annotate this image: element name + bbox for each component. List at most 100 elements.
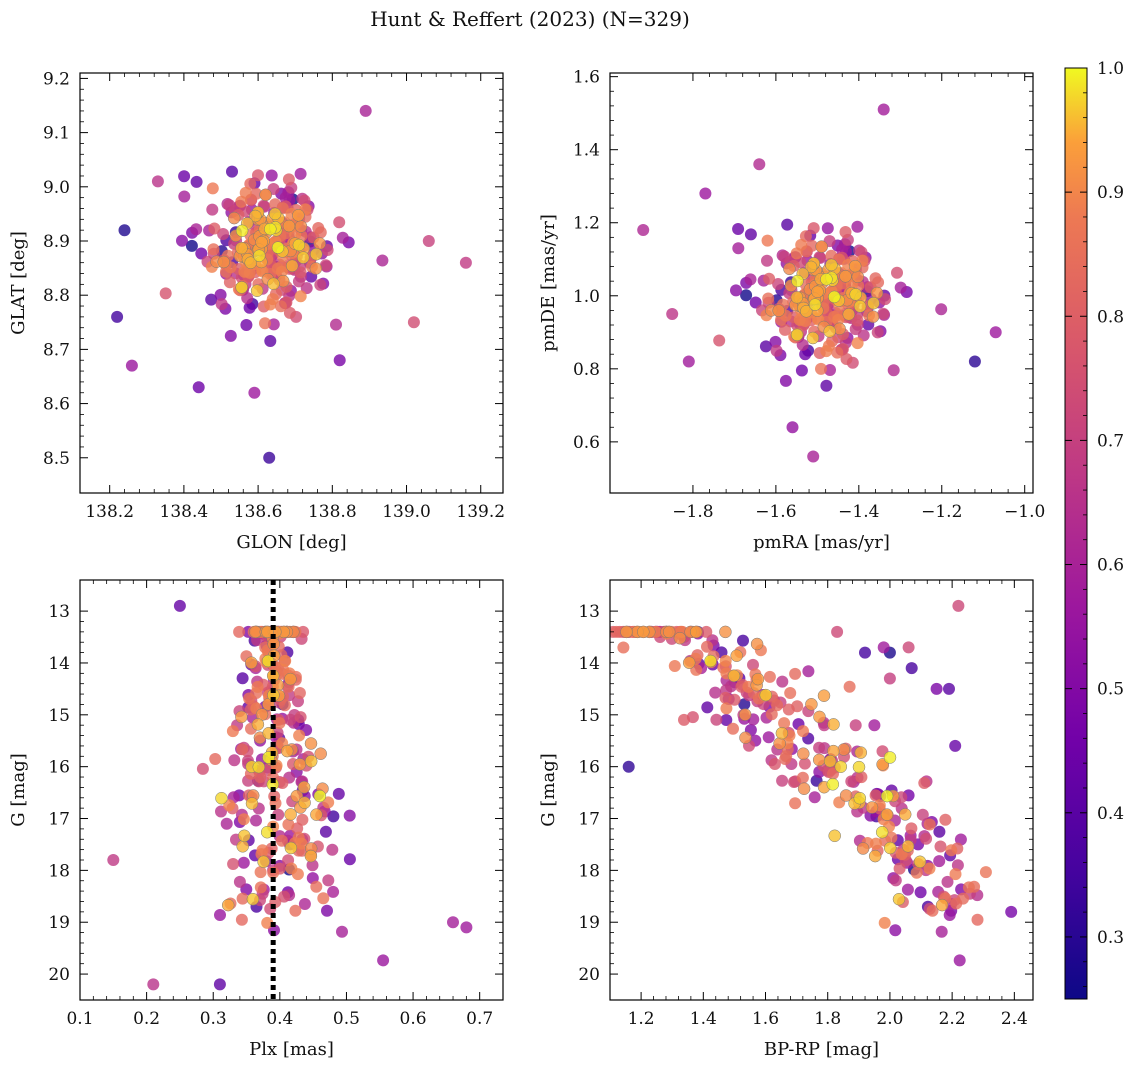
data-point (125, 359, 138, 372)
data-point (823, 754, 837, 768)
data-point (826, 778, 840, 791)
data-point (894, 281, 907, 294)
data-point (727, 722, 739, 735)
data-point (223, 276, 236, 289)
data-point (333, 216, 346, 229)
y-tick-label: 19 (48, 913, 70, 933)
data-point (720, 702, 733, 715)
data-point (804, 260, 818, 274)
data-point (282, 818, 295, 831)
data-point (910, 866, 923, 879)
y-axis-label: GLAT [deg] (8, 231, 29, 335)
data-point (813, 741, 826, 754)
data-point (236, 840, 249, 853)
data-point (828, 829, 841, 843)
x-tick-label: 138.4 (160, 502, 209, 522)
data-point (278, 699, 291, 712)
data-point (827, 718, 840, 731)
data-point (235, 195, 248, 208)
ticks: 138.2 138.4 138.6 138.8 139.0 139.2 8.5 8.6 8.7 8… (43, 69, 505, 522)
data-point (883, 672, 896, 685)
data-point (343, 853, 356, 866)
data-point (233, 625, 246, 638)
data-point (768, 758, 781, 770)
data-point (699, 187, 712, 200)
x-tick-label: 139.2 (456, 502, 505, 522)
data-point (407, 316, 420, 329)
data-point (244, 256, 257, 269)
data-point (799, 348, 812, 361)
data-point (294, 290, 307, 303)
data-point (314, 747, 327, 760)
data-point (282, 219, 296, 233)
data-point (241, 292, 254, 304)
colorbar-tick-label: 0.6 (1097, 556, 1124, 576)
data-point (236, 892, 249, 905)
y-tick-label: 8.9 (43, 232, 70, 252)
y-tick-label: 20 (48, 965, 70, 985)
data-point (283, 306, 296, 319)
data-point (336, 231, 349, 244)
data-point (859, 646, 871, 659)
colorbar-tick-label: 1.0 (1097, 59, 1124, 79)
data-point (235, 281, 248, 294)
data-point (773, 737, 786, 750)
data-point (891, 266, 903, 279)
x-tick-label: 1.4 (690, 1009, 717, 1029)
figure-title: Hunt & Reffert (2023) (N=329) (370, 7, 690, 31)
data-point (254, 866, 267, 879)
y-tick-label: 14 (578, 654, 600, 674)
data-point (319, 259, 332, 272)
y-tick-label: 14 (48, 654, 70, 674)
data-point (853, 791, 867, 805)
data-point (759, 688, 773, 702)
data-point (750, 637, 764, 651)
data-point (264, 222, 277, 236)
data-point (250, 284, 264, 297)
data-point (235, 710, 248, 724)
data-point (989, 326, 1002, 339)
data-point (828, 290, 841, 304)
data-point (209, 753, 222, 765)
data-point (763, 272, 776, 285)
y-tick-label: 0.8 (573, 360, 600, 380)
data-point (701, 640, 713, 653)
data-point (744, 228, 757, 241)
data-point (853, 300, 867, 313)
data-point (812, 753, 826, 767)
panels: 138.2 138.4 138.6 138.8 139.0 139.28.58.68.78… (8, 68, 1045, 1060)
data-point (207, 243, 220, 256)
data-point (798, 757, 811, 770)
data-point (939, 813, 952, 826)
y-axis-label: pmDE [mas/yr] (538, 214, 559, 352)
data-point (728, 693, 741, 706)
data-point (326, 843, 339, 856)
data-point (246, 892, 260, 906)
data-point (178, 190, 191, 203)
data-point (700, 625, 713, 638)
data-point (238, 265, 251, 278)
y-tick-label: 0.6 (573, 433, 600, 453)
data-point (377, 954, 390, 967)
data-point (215, 805, 227, 818)
colorbar-tick-label: 0.4 (1097, 804, 1124, 824)
data-point (902, 641, 915, 654)
data-point (298, 796, 311, 809)
data-point (762, 731, 775, 744)
data-point (889, 924, 902, 937)
y-tick-label: 13 (48, 602, 70, 622)
data-point (261, 916, 274, 929)
data-point (294, 266, 307, 279)
data-point (227, 211, 241, 225)
y-tick-label: 13 (578, 602, 600, 622)
data-point (610, 625, 623, 638)
y-tick-label: 9.0 (43, 178, 70, 198)
data-point (971, 913, 984, 926)
data-point (245, 656, 258, 669)
x-axis-label: Plx [mas] (249, 1039, 334, 1060)
data-point (877, 641, 890, 654)
data-point (933, 855, 946, 868)
x-tick-label: 139.0 (382, 502, 431, 522)
data-point (751, 672, 765, 686)
y-tick-label: 1.2 (573, 214, 600, 234)
